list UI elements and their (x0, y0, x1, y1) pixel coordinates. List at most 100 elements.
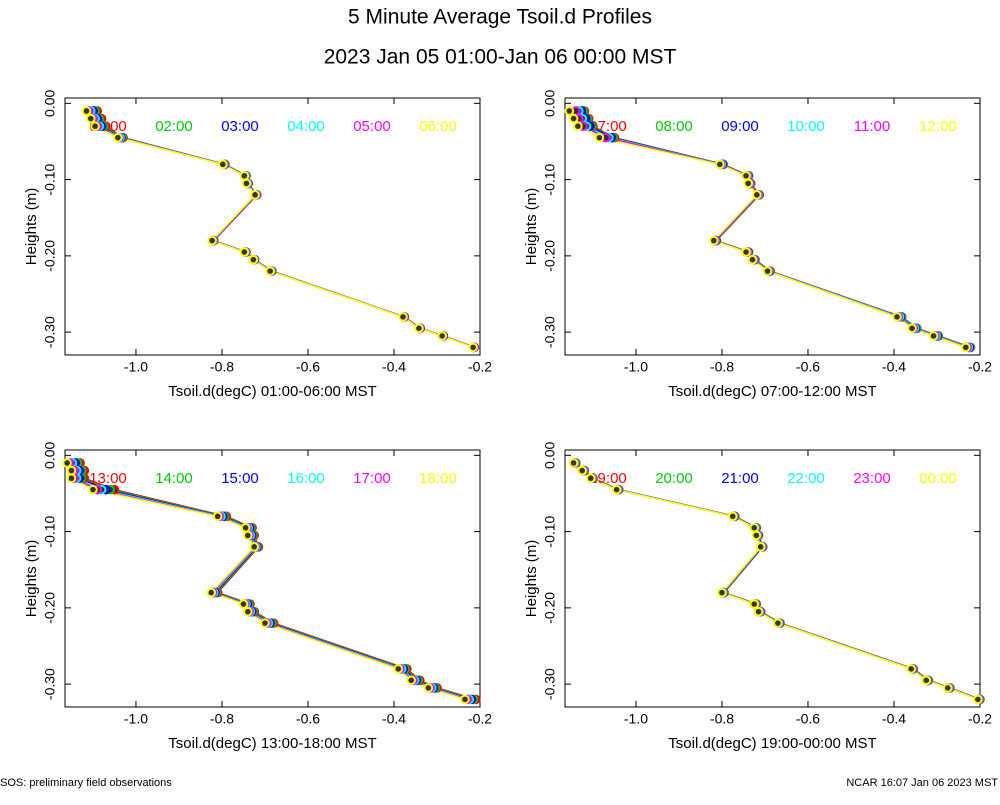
legend-label: 00:00 (919, 470, 957, 487)
x-axis-label: Tsoil.d(degC) 07:00-12:00 MST (668, 383, 876, 400)
legend-label: 04:00 (287, 118, 325, 135)
title: 5 Minute Average Tsoil.d Profiles (348, 6, 652, 29)
profile-line (573, 462, 979, 701)
profile-point (961, 342, 971, 353)
x-tick-label: -0.2 (968, 711, 992, 727)
y-axis-label: Heights (m) (523, 188, 540, 266)
plot-frame (564, 449, 981, 708)
legend-label: 06:00 (419, 118, 457, 135)
profile-point (715, 159, 725, 170)
x-tick-label: -1.0 (624, 359, 648, 375)
x-tick-label: -0.2 (468, 359, 492, 375)
x-axis-label: Tsoil.d(degC) 01:00-06:00 MST (168, 383, 376, 400)
footer-right: NCAR 16:07 Jan 06 2023 MST (846, 777, 998, 789)
x-tick-label: -0.4 (382, 359, 406, 375)
profile-point (240, 522, 251, 533)
profile-point (741, 247, 751, 257)
x-tick-label: -0.8 (210, 359, 234, 375)
profile-line (69, 462, 468, 701)
profile-point (242, 530, 253, 541)
y-tick-label: 0.00 (42, 90, 58, 117)
y-axis-label: Heights (m) (523, 540, 540, 618)
legend-label: 14:00 (155, 470, 193, 487)
panel: -1.0 -0.8 -0.6 -0.4 -0.2 0.00 -0.10 -0.20 -0.30 T… (523, 90, 992, 400)
profile-point (564, 106, 575, 116)
profile-point (241, 178, 252, 189)
subtitle: 2023 Jan 05 01:00-Jan 06 00:00 MST (324, 46, 677, 69)
profile-point (727, 511, 738, 522)
legend-label: 05:00 (353, 118, 391, 135)
panel: -1.0 -0.8 -0.6 -0.4 -0.2 0.00 -0.10 -0.20 -0.30 T… (23, 90, 492, 400)
profile-point (468, 342, 478, 353)
y-tick-label: 0.00 (42, 442, 58, 469)
x-axis-label: Tsoil.d(degC) 13:00-18:00 MST (168, 735, 376, 752)
x-tick-label: -0.4 (382, 711, 406, 727)
legend-label: 10:00 (787, 118, 825, 135)
x-tick-label: -0.4 (882, 711, 906, 727)
profile-point (66, 473, 77, 484)
profile-point (973, 694, 983, 705)
profile-point (892, 312, 902, 322)
profile-point (90, 121, 100, 132)
profile-point (81, 106, 92, 116)
legend-label: 22:00 (787, 470, 825, 487)
y-axis-label: Heights (m) (23, 540, 40, 618)
profile-point (743, 178, 754, 189)
y-tick-label: -0.20 (42, 240, 58, 272)
profile-point (406, 675, 416, 686)
y-tick-label: -0.30 (42, 668, 58, 700)
legend-label: 21:00 (721, 470, 759, 487)
x-axis-label: Tsoil.d(degC) 19:00-00:00 MST (668, 735, 876, 752)
y-tick-label: -0.10 (42, 163, 58, 195)
panel: -1.0 -0.8 -0.6 -0.4 -0.2 0.00 -0.10 -0.20 -0.30 T… (523, 442, 992, 752)
profile-line (573, 462, 979, 701)
profile-line (574, 462, 980, 701)
footer-left: SOS: preliminary field observations (0, 777, 172, 789)
profile-point (753, 606, 764, 617)
legend-label: 19:00 (589, 470, 627, 487)
y-tick-label: -0.10 (42, 515, 58, 547)
x-tick-label: -0.8 (710, 359, 734, 375)
profile-point (88, 484, 98, 495)
profile-point (749, 599, 760, 609)
y-tick-label: -0.20 (542, 592, 558, 624)
profile-point (414, 323, 424, 334)
legend-label: 11:00 (854, 118, 890, 135)
profile-point (393, 664, 404, 674)
profile-point (66, 465, 77, 476)
profile-point (238, 599, 249, 609)
y-tick-label: -0.20 (542, 240, 558, 272)
profile-line (573, 462, 979, 701)
profile-point (717, 587, 727, 598)
legend-label: 23:00 (853, 470, 891, 487)
legend-label: 02:00 (155, 118, 193, 135)
profile-point (611, 484, 622, 495)
profile-point (248, 254, 259, 265)
profile-point (906, 664, 916, 674)
profile-point (239, 170, 250, 181)
profile-point (751, 530, 762, 541)
profile-point (577, 465, 588, 476)
legend-label: 03:00 (221, 118, 259, 135)
profile-line (87, 110, 474, 349)
x-tick-label: -0.2 (468, 711, 492, 727)
profile-point (749, 522, 760, 533)
y-tick-label: -0.30 (542, 668, 558, 700)
legend-label: 17:00 (353, 470, 391, 487)
profile-point (239, 247, 250, 257)
profile-point (747, 254, 758, 265)
x-tick-label: -0.6 (296, 359, 320, 375)
profile-line (575, 110, 968, 349)
profile-point (218, 159, 228, 170)
profile-point (249, 542, 260, 552)
panel: -1.0 -0.8 -0.6 -0.4 -0.2 0.00 -0.10 -0.20 -0.30 T… (23, 442, 492, 752)
profile-point (260, 618, 270, 628)
profile-point (752, 190, 762, 200)
legend-label: 12:00 (919, 118, 957, 135)
profile-point (755, 542, 766, 552)
profile-point (741, 170, 751, 181)
plot-frame (64, 449, 481, 708)
profile-point (928, 331, 939, 341)
profile-point (568, 458, 579, 468)
